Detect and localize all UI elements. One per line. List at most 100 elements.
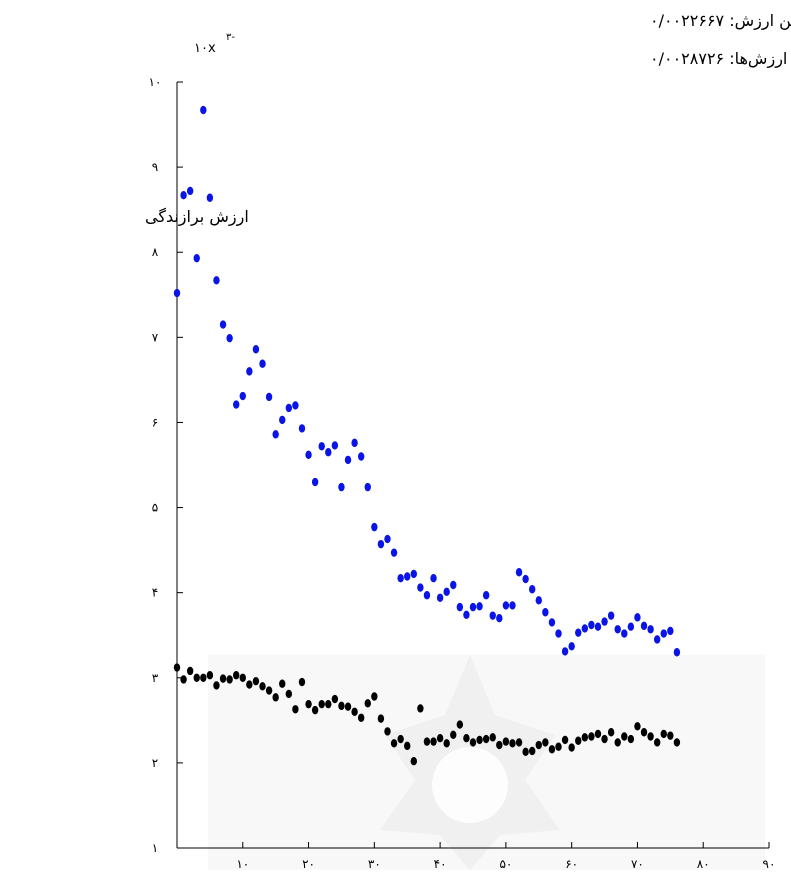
best-series-point	[213, 681, 220, 690]
best-series-point	[489, 733, 496, 742]
y-tick-label: ۱	[152, 841, 158, 855]
best-series-point	[292, 705, 299, 714]
mean-series-point	[173, 288, 181, 298]
best-series-point	[476, 735, 483, 745]
y-tick-label: ۳	[152, 671, 159, 685]
best-series-point	[325, 699, 332, 709]
mean-series-point	[272, 430, 279, 439]
mean-series-point	[621, 629, 628, 638]
mean-series-point	[180, 190, 187, 200]
data-points	[173, 105, 681, 766]
best-series-point	[252, 676, 260, 686]
mean-series-point	[233, 400, 240, 409]
mean-series-point	[535, 596, 542, 605]
best-series-point	[614, 738, 621, 747]
best-series-point	[377, 714, 385, 723]
mean-series-point	[410, 569, 417, 579]
mean-series-point	[259, 359, 266, 368]
best-series-point	[331, 694, 339, 704]
best-series-point	[496, 740, 503, 750]
mean-series-point	[653, 635, 661, 644]
best-series-point	[200, 673, 207, 682]
best-series-point	[555, 742, 562, 751]
mean-series-point	[265, 392, 273, 402]
mean-series-point	[200, 105, 207, 115]
mean-series-point	[463, 610, 470, 619]
mean-series-point	[575, 628, 582, 637]
best-series-point	[219, 674, 227, 683]
best-series-point	[469, 738, 477, 747]
best-series-point	[305, 699, 312, 709]
mean-series-point	[213, 276, 220, 285]
best-series-point	[417, 704, 424, 713]
best-value-annotation: بهترین ارزش: ۰/۰۰۲۲۶۶۷	[650, 11, 791, 31]
mean-series-point	[607, 611, 615, 620]
best-series-point	[364, 699, 371, 708]
best-series-point	[456, 720, 464, 729]
mean-series-point	[186, 186, 194, 196]
best-series-point	[318, 699, 325, 709]
best-series-point	[371, 692, 378, 701]
mean-series-point	[219, 320, 227, 329]
mean-series-point	[318, 442, 325, 451]
mean-series-point	[305, 450, 312, 459]
mean-series-point	[364, 482, 371, 492]
x-tick-label: ۲۰	[302, 857, 315, 871]
y-tick-label: ۷	[152, 330, 159, 344]
mean-series-point	[325, 448, 332, 457]
best-series-point	[410, 756, 417, 766]
mean-series-point	[673, 648, 681, 657]
y-tick-label: ۶	[152, 415, 158, 429]
best-series-point	[423, 737, 431, 746]
x-tick-label: ۴۰	[434, 857, 447, 871]
watermark-emblem	[208, 655, 765, 870]
best-series-point	[206, 671, 214, 680]
x-tick-label: ۹۰	[763, 857, 776, 871]
y-tick-label: ۱۰	[149, 75, 162, 89]
y-tick-label: ۹	[152, 160, 158, 174]
mean-series-point	[404, 572, 411, 581]
mean-value-annotation: میانگین ارزش‌ها: ۰/۰۰۲۸۷۲۶	[650, 49, 791, 69]
mean-series-point	[568, 642, 575, 651]
mean-series-point	[285, 403, 293, 413]
mean-series-point	[423, 591, 431, 600]
best-series-point	[193, 673, 200, 682]
best-series-point	[561, 735, 569, 745]
mean-series-point	[371, 522, 378, 532]
best-series-point	[430, 737, 437, 746]
best-series-point	[239, 673, 246, 682]
best-series-point	[607, 728, 615, 737]
mean-series-point	[634, 613, 641, 622]
best-series-point	[338, 701, 345, 711]
mean-series-point	[482, 591, 490, 600]
mean-series-point	[226, 333, 233, 343]
mean-series-point	[555, 629, 562, 638]
y-tick-label: ۸	[152, 245, 159, 259]
best-series-point	[450, 730, 457, 740]
mean-series-point	[311, 477, 319, 487]
best-series-point	[404, 741, 411, 751]
mean-series-point	[509, 601, 516, 610]
mean-series-point	[338, 482, 345, 492]
best-series-point	[621, 732, 628, 741]
x-tick-label: ۳۰	[368, 857, 381, 871]
mean-series-point	[515, 568, 523, 577]
mean-series-point	[588, 620, 595, 630]
mean-series-point	[279, 415, 286, 425]
mean-series-point	[647, 625, 654, 634]
mean-series-point	[456, 602, 464, 612]
best-series-point	[344, 702, 352, 711]
mean-series-point	[417, 583, 424, 592]
best-series-point	[463, 734, 470, 743]
x-tick-label: ۷۰	[631, 857, 644, 871]
mean-series-point	[390, 548, 398, 557]
best-series-point	[594, 729, 602, 739]
best-series-point	[509, 739, 516, 748]
x-tick-label: ۵۰	[499, 857, 512, 871]
best-series-point	[226, 675, 233, 684]
axes	[176, 82, 769, 849]
mean-series-point	[489, 611, 496, 620]
best-series-point	[502, 737, 510, 746]
mean-series-point	[344, 455, 352, 465]
y-axis-exponent: ۱۰x ۳-	[194, 32, 235, 56]
